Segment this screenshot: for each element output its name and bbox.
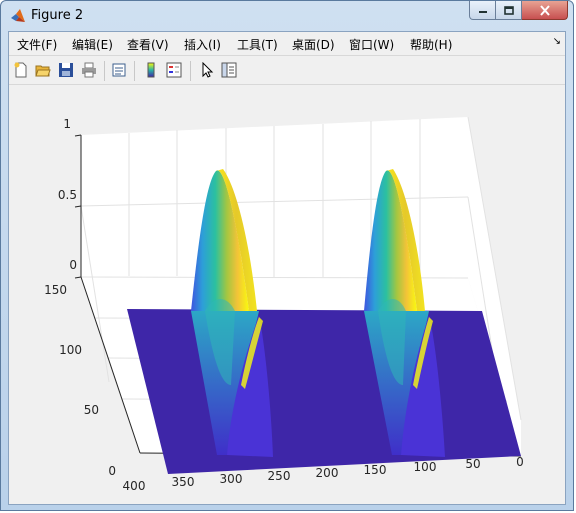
z-tick-1: 1 [63,117,71,131]
maximize-icon [503,5,514,15]
x-tick-350: 350 [172,475,195,489]
figure-canvas[interactable]: 1 0.5 0 150 100 50 0 400 350 300 250 200… [9,85,565,504]
minimize-icon [478,11,487,13]
y-tick-150: 150 [44,283,67,297]
surface-floor [127,309,521,474]
link-plot-button[interactable] [110,61,128,79]
dock-arrow-icon[interactable]: ↘ [552,36,561,47]
menu-file[interactable]: 文件(F) [17,38,58,52]
legend-icon [166,62,182,78]
peak-highlights [241,317,433,389]
property-inspector-icon [221,62,237,78]
open-file-icon [35,65,51,77]
pointer-icon [202,62,214,78]
surface-plot[interactable]: 1 0.5 0 150 100 50 0 400 350 300 250 200… [9,85,565,504]
back-wall-grid [80,119,496,383]
y-axis-ticks: 150 100 50 0 [44,283,116,478]
toolbar-separator [104,61,105,81]
window-title: Figure 2 [31,8,84,23]
menu-window[interactable]: 窗口(W) [349,38,395,52]
new-figure-button[interactable] [12,61,30,79]
print-icon [82,62,96,78]
x-tick-0: 0 [516,455,524,469]
axes-side-wall [468,117,521,456]
menu-help[interactable]: 帮助(H) [410,38,453,52]
save-button[interactable] [57,61,75,79]
x-tick-100: 100 [414,460,437,474]
pointer-button[interactable] [198,61,216,79]
menu-view[interactable]: 查看(V) [127,38,169,52]
open-file-button[interactable] [34,61,52,79]
menu-edit[interactable]: 编辑(E) [72,38,113,52]
x-axis-ticks: 400 350 300 250 200 150 100 50 0 [123,455,524,493]
maximize-button[interactable] [496,1,522,20]
minimize-button[interactable] [469,1,496,20]
surface-peak-left [191,169,273,457]
colorbar-button[interactable] [142,61,160,79]
x-tick-400: 400 [123,479,146,493]
new-figure-icon [14,62,27,78]
y-tick-0: 0 [108,464,116,478]
x-tick-200: 200 [316,466,339,480]
menu-desktop[interactable]: 桌面(D) [292,38,335,52]
z-axis-ticks: 1 0.5 0 [58,117,77,272]
x-tick-50: 50 [465,457,480,471]
surface-peak-right [364,169,445,457]
y-tick-100: 100 [59,343,82,357]
toolbar-separator [190,61,191,81]
print-button[interactable] [80,61,98,79]
menu-bar: 文件(F) 编辑(E) 查看(V) 插入(I) 工具(T) 桌面(D) 窗口(W… [9,32,565,54]
close-button[interactable] [522,1,568,20]
figure-client-area: 文件(F) 编辑(E) 查看(V) 插入(I) 工具(T) 桌面(D) 窗口(W… [8,31,566,505]
link-plot-icon [112,63,126,77]
x-tick-250: 250 [268,469,291,483]
toolbar-separator [134,61,135,81]
z-tick-0-5: 0.5 [58,188,77,202]
y-tick-50: 50 [84,403,99,417]
matlab-icon [11,9,25,22]
close-icon [539,4,550,16]
colorbar-icon [147,62,155,78]
menu-tools[interactable]: 工具(T) [237,38,278,52]
figure-toolbar [9,55,565,85]
legend-button[interactable] [165,61,183,79]
x-tick-300: 300 [220,472,243,486]
z-tick-0: 0 [69,258,77,272]
title-bar[interactable]: Figure 2 [1,1,573,31]
save-icon [59,63,73,77]
property-inspector-button[interactable] [220,61,238,79]
x-tick-150: 150 [364,463,387,477]
menu-insert[interactable]: 插入(I) [184,38,221,52]
